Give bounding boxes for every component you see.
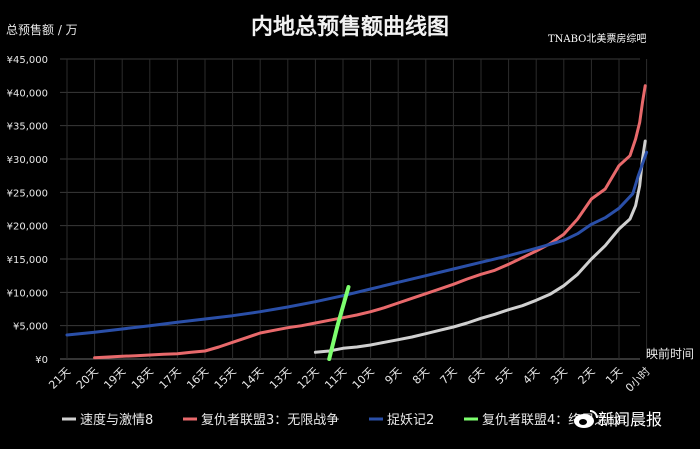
series-line-2	[65, 150, 649, 337]
x-tick-label: 21天	[46, 365, 73, 392]
y-tick-label: ¥10,000	[7, 288, 48, 299]
y-axis-label: 总预售额 / 万	[6, 22, 78, 37]
y-tick-label: ¥25,000	[7, 188, 48, 199]
series-line-3	[327, 285, 351, 361]
x-tick-label: 6天	[465, 365, 487, 387]
x-axis-label: 映前时间	[646, 346, 694, 361]
x-tick-label: 16天	[184, 365, 211, 392]
y-tick-label: ¥15,000	[7, 255, 48, 266]
series-line-1	[93, 84, 647, 360]
legend-label: 复仇者联盟3：无限战争	[201, 413, 339, 428]
x-tick-label: 10天	[350, 365, 377, 392]
y-tick-label: ¥35,000	[7, 122, 48, 133]
x-tick-label: 12天	[295, 365, 322, 392]
x-tick-label: 9天	[382, 365, 404, 387]
x-tick-label: 15天	[212, 365, 239, 392]
x-tick-label: 20天	[74, 365, 101, 392]
x-tick-label: 0小时	[623, 365, 653, 395]
x-tick-label: 13天	[267, 365, 294, 392]
y-axis-ticks: ¥0 ¥5,000 ¥10,000 ¥15,000 ¥20,000 ¥25,000 ¥30,…	[7, 55, 48, 366]
x-tick-label: 4天	[520, 365, 542, 387]
x-axis-ticks: 21天 20天 19天 18天 17天 16天 15天 14天 13天 12天 11天 10天 9天 8天…	[46, 365, 652, 395]
legend-label: 速度与激情8	[80, 412, 153, 428]
series-line-0	[313, 139, 647, 354]
watermark: TNABO北美票房综吧	[548, 32, 646, 45]
x-tick-label: 1天	[603, 365, 625, 387]
x-tick-label: 14天	[239, 365, 266, 392]
x-tick-label: 19天	[101, 365, 128, 392]
x-tick-label: 8天	[410, 365, 432, 387]
x-tick-label: 7天	[438, 365, 460, 387]
x-tick-label: 5天	[493, 365, 515, 387]
x-tick-label: 2天	[576, 365, 598, 387]
series-lines	[65, 84, 649, 361]
y-tick-label: ¥30,000	[7, 155, 48, 166]
x-tick-label: 17天	[157, 365, 184, 392]
legend-label: 捉妖记2	[387, 413, 434, 428]
weibo-icon	[574, 410, 598, 428]
y-tick-label: ¥45,000	[7, 55, 48, 66]
x-tick-label: 11天	[322, 365, 349, 392]
y-tick-label: ¥0	[35, 355, 48, 366]
y-tick-label: ¥40,000	[7, 88, 48, 99]
logo: 新闻晨报	[574, 410, 662, 429]
x-tick-label: 18天	[129, 365, 156, 392]
gridlines	[60, 58, 648, 360]
x-tick-label: 3天	[548, 365, 570, 387]
logo-text: 新闻晨报	[598, 410, 662, 429]
y-tick-label: ¥20,000	[7, 222, 48, 233]
legend: 速度与激情8 复仇者联盟3：无限战争 捉妖记2 复仇者联盟4：终局之战	[62, 412, 620, 428]
y-tick-label: ¥5,000	[13, 322, 48, 333]
chart-title: 内地总预售额曲线图	[251, 14, 449, 40]
